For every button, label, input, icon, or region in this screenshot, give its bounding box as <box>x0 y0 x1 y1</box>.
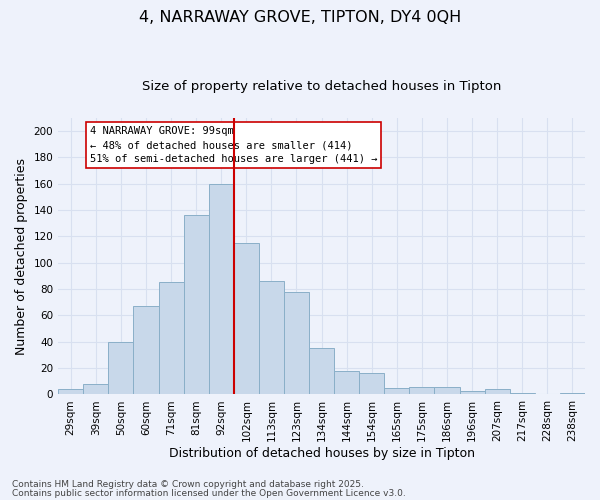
Text: Contains public sector information licensed under the Open Government Licence v3: Contains public sector information licen… <box>12 488 406 498</box>
Bar <box>510 393 535 394</box>
Bar <box>485 389 510 394</box>
Bar <box>209 184 234 394</box>
Bar <box>83 384 109 394</box>
Bar <box>359 374 385 394</box>
Y-axis label: Number of detached properties: Number of detached properties <box>15 158 28 354</box>
Text: 4 NARRAWAY GROVE: 99sqm
← 48% of detached houses are smaller (414)
51% of semi-d: 4 NARRAWAY GROVE: 99sqm ← 48% of detache… <box>90 126 377 164</box>
Bar <box>284 292 309 395</box>
Bar <box>460 390 485 394</box>
Text: Contains HM Land Registry data © Crown copyright and database right 2025.: Contains HM Land Registry data © Crown c… <box>12 480 364 489</box>
Bar <box>259 281 284 394</box>
Bar <box>560 393 585 394</box>
Bar <box>158 282 184 395</box>
Bar <box>385 388 409 394</box>
Bar <box>434 386 460 394</box>
Bar <box>234 243 259 394</box>
Bar <box>109 342 133 394</box>
Title: Size of property relative to detached houses in Tipton: Size of property relative to detached ho… <box>142 80 501 93</box>
Bar <box>133 306 158 394</box>
X-axis label: Distribution of detached houses by size in Tipton: Distribution of detached houses by size … <box>169 447 475 460</box>
Bar <box>409 386 434 394</box>
Text: 4, NARRAWAY GROVE, TIPTON, DY4 0QH: 4, NARRAWAY GROVE, TIPTON, DY4 0QH <box>139 10 461 25</box>
Bar <box>184 216 209 394</box>
Bar <box>309 348 334 395</box>
Bar <box>58 389 83 394</box>
Bar <box>334 370 359 394</box>
